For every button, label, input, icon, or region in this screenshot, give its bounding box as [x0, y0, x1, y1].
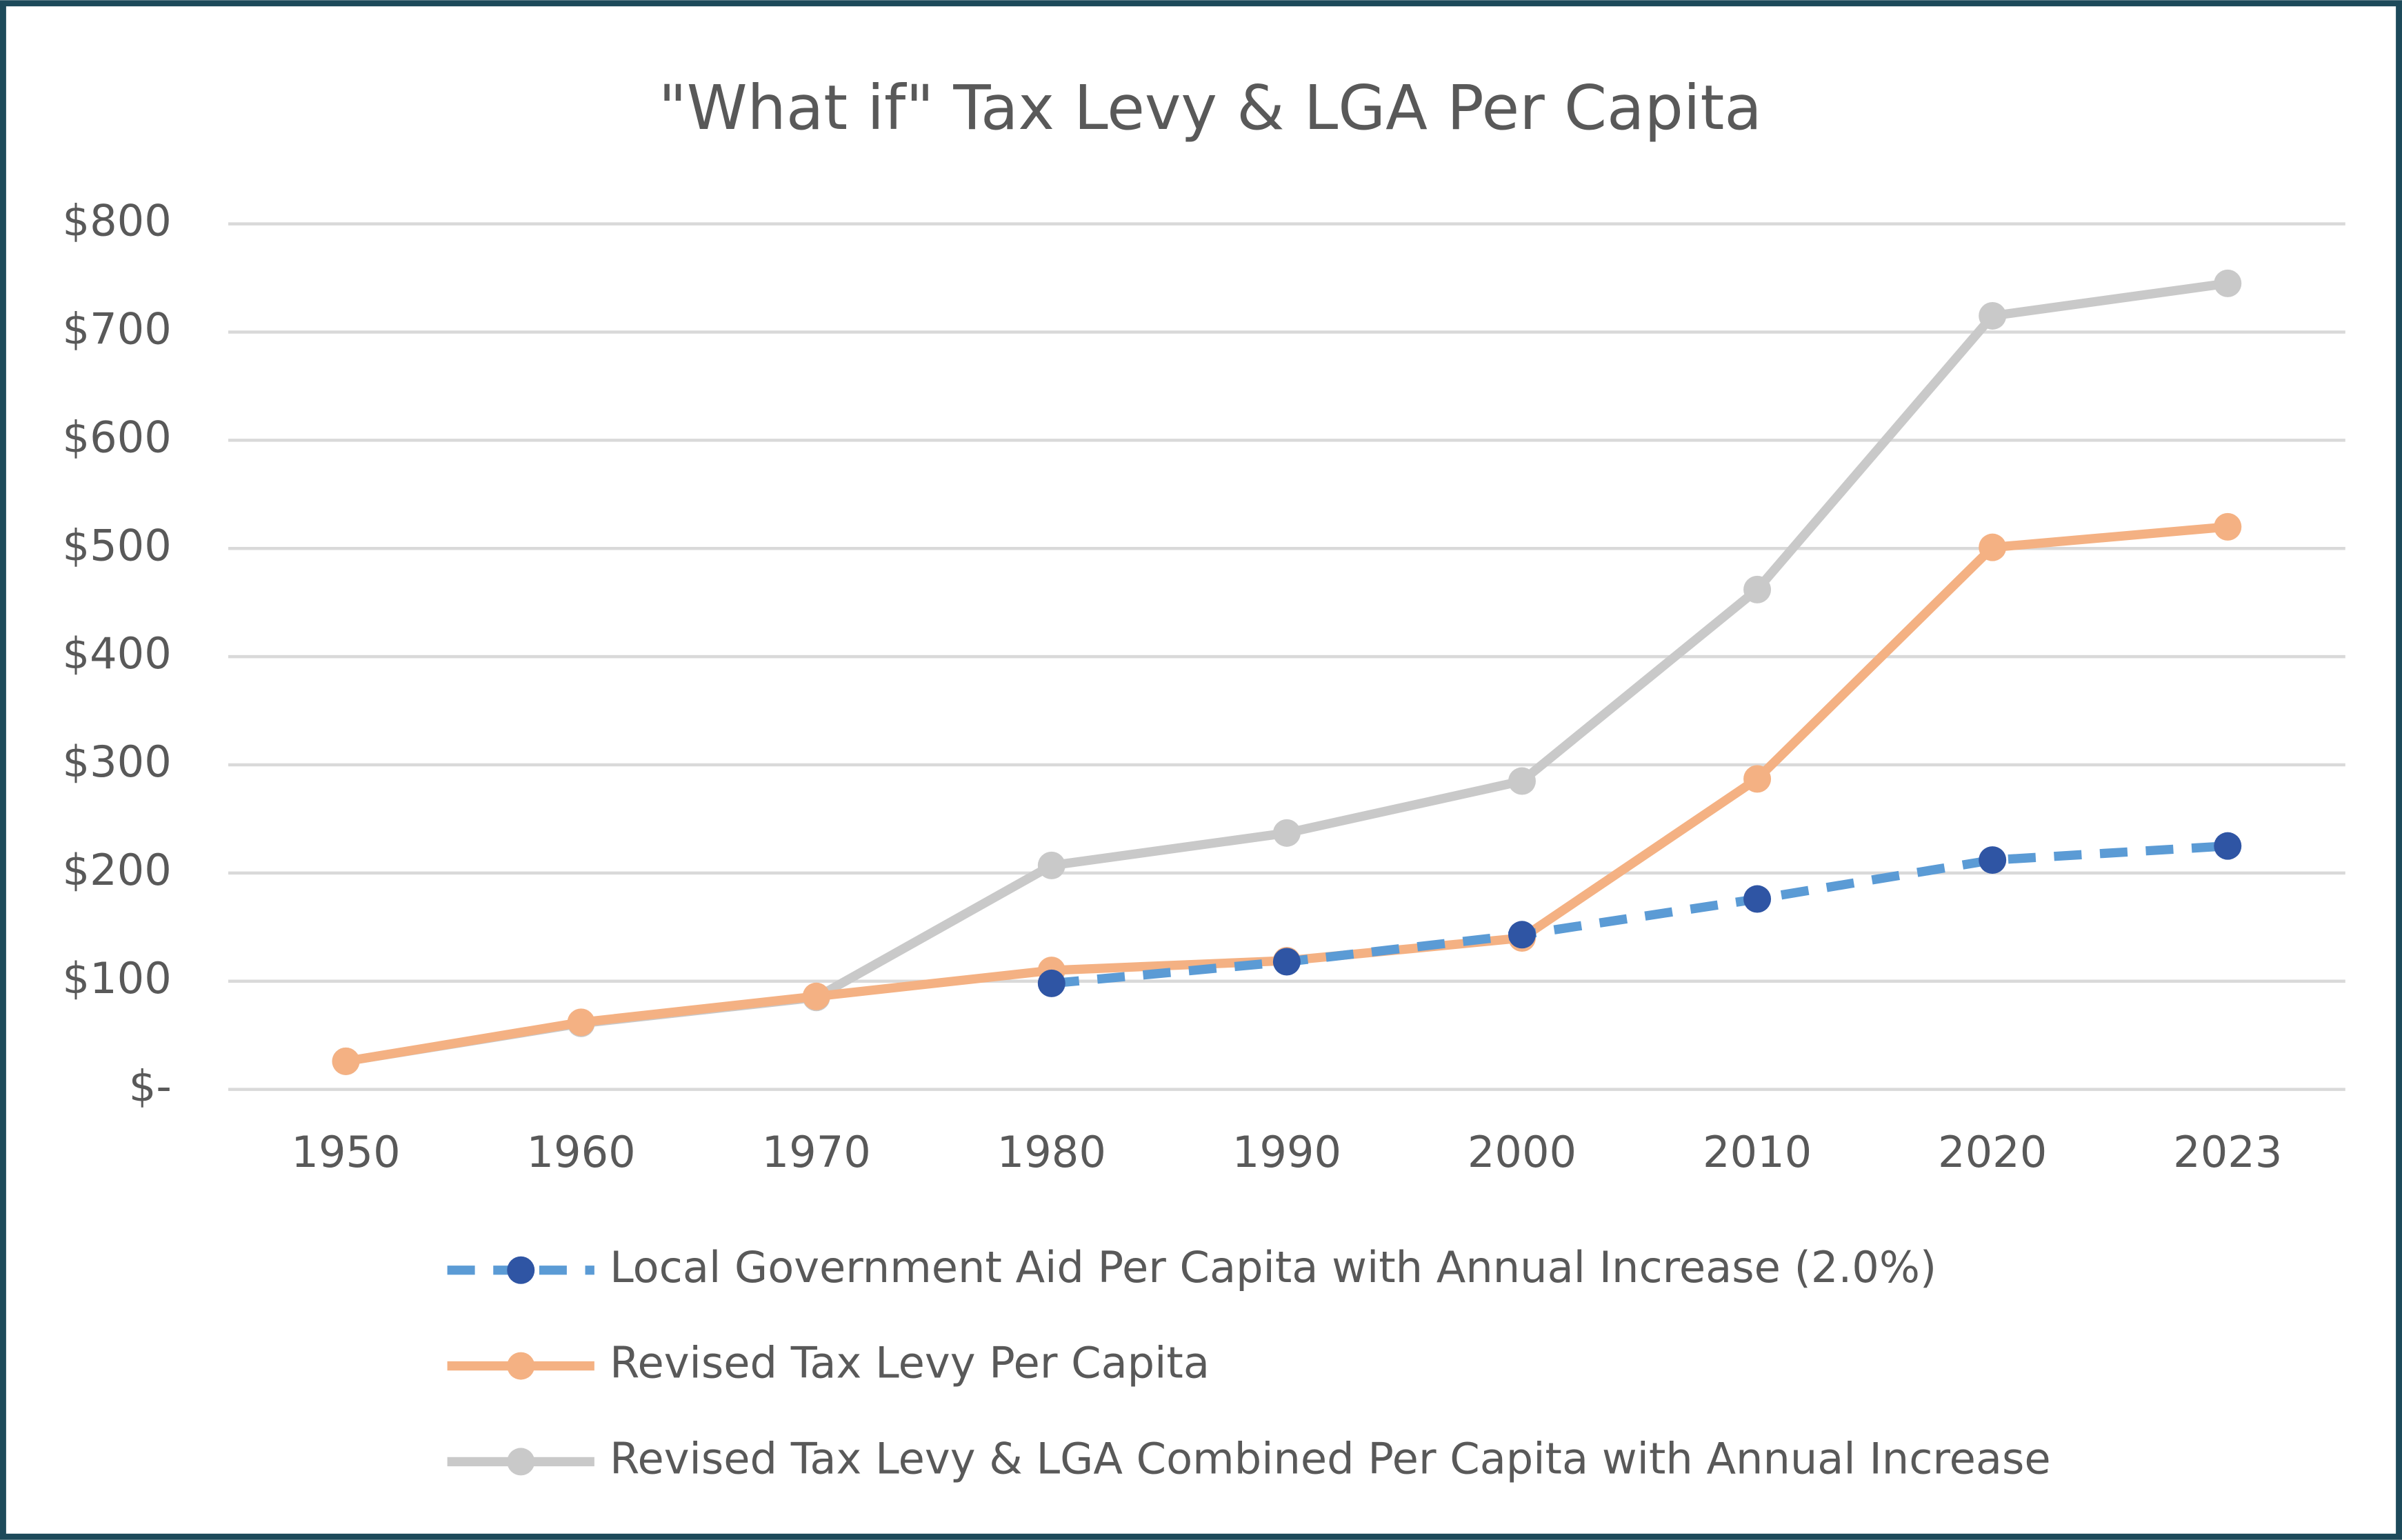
data-point — [1037, 851, 1065, 879]
data-point — [1272, 948, 1301, 976]
legend-label: Revised Tax Levy Per Capita — [610, 1338, 1210, 1388]
data-point — [1508, 921, 1536, 949]
y-tick-label: $- — [129, 1061, 172, 1112]
data-point — [1743, 575, 1772, 603]
x-tick-label: 1960 — [526, 1127, 635, 1177]
data-point — [1272, 819, 1301, 847]
y-tick-label: $300 — [63, 737, 172, 787]
x-tick-label: 2023 — [2173, 1127, 2282, 1177]
data-point — [2214, 269, 2242, 297]
legend-marker — [507, 1256, 535, 1284]
y-tick-label: $600 — [63, 412, 172, 462]
y-tick-label: $800 — [63, 196, 172, 246]
data-point — [567, 1008, 595, 1037]
x-tick-label: 1950 — [291, 1127, 400, 1177]
legend-label: Revised Tax Levy & LGA Combined Per Capi… — [610, 1433, 2051, 1483]
data-point — [1743, 885, 1772, 913]
data-point — [1743, 765, 1772, 793]
y-tick-label: $500 — [63, 520, 172, 570]
x-tick-label: 1970 — [762, 1127, 871, 1177]
data-point — [2214, 832, 2242, 860]
data-point — [1979, 301, 2007, 330]
x-tick-label: 1990 — [1232, 1127, 1341, 1177]
data-point — [802, 982, 830, 1010]
data-point — [1037, 969, 1065, 997]
x-tick-label: 1980 — [997, 1127, 1106, 1177]
y-tick-label: $400 — [63, 628, 172, 679]
x-tick-label: 2010 — [1703, 1127, 1812, 1177]
chart-title: "What if" Tax Levy & LGA Per Capita — [659, 72, 1762, 143]
series-line — [1051, 841, 2228, 988]
legend-marker — [507, 1352, 535, 1380]
legend-marker — [507, 1448, 535, 1476]
data-point — [332, 1047, 360, 1075]
x-tick-label: 2000 — [1468, 1127, 1577, 1177]
y-tick-label: $200 — [63, 845, 172, 895]
legend-label: Local Government Aid Per Capita with Ann… — [610, 1242, 1936, 1292]
y-tick-label: $100 — [63, 953, 172, 1003]
x-tick-label: 2020 — [1938, 1127, 2047, 1177]
y-tick-label: $700 — [63, 304, 172, 354]
data-point — [1979, 533, 2007, 561]
data-point — [1979, 846, 2007, 874]
data-point — [2214, 512, 2242, 541]
data-point — [1508, 767, 1536, 795]
